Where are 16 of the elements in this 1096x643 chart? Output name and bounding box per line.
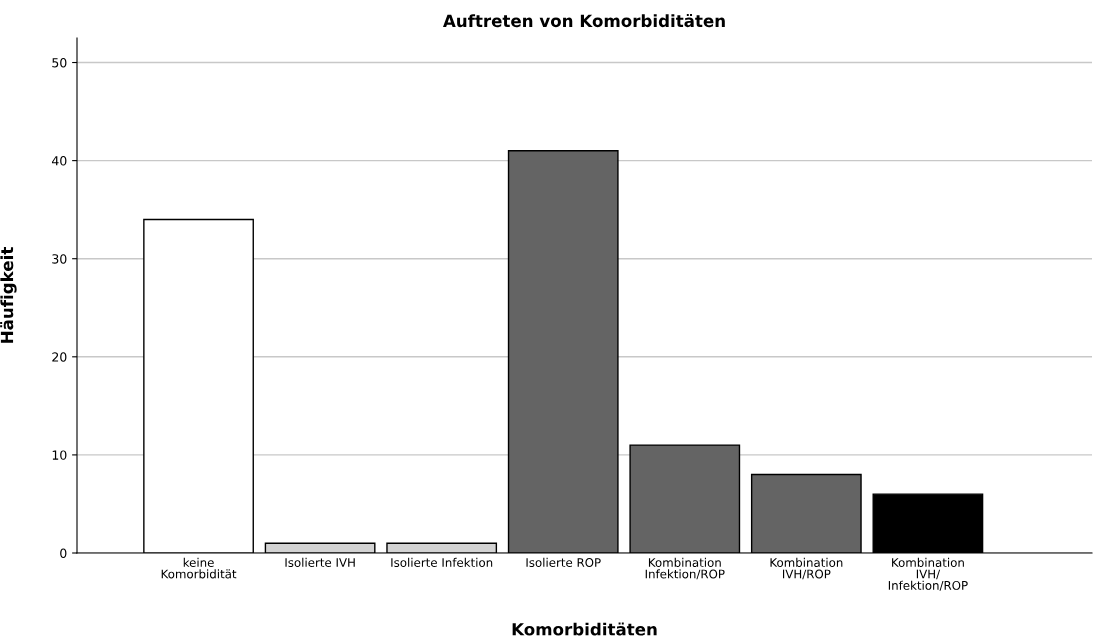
y-axis-title: Häufigkeit [0, 247, 17, 343]
y-tick-label: 50 [52, 58, 67, 68]
x-tick-label: Kombination Infektion/ROP [645, 557, 725, 580]
x-tick-label: Kombination IVH/ROP [770, 557, 843, 580]
x-tick-label: Isolierte ROP [526, 557, 601, 567]
y-tick-label: 30 [52, 254, 67, 264]
chart-title: Auftreten von Komorbiditäten [443, 13, 725, 28]
x-tick-label: keine Komorbidität [161, 557, 237, 579]
y-tick-label: 10 [52, 450, 67, 460]
x-tick-label: Kombination IVH/ Infektion/ROP [888, 557, 968, 591]
x-tick-label: Isolierte Infektion [391, 557, 493, 567]
y-tick-label: 0 [60, 548, 67, 558]
x-axis-title: Komorbiditäten [512, 622, 657, 636]
y-tick-label: 40 [51, 156, 67, 166]
x-tick-label: Isolierte IVH [285, 557, 355, 567]
y-tick-label: 20 [52, 352, 67, 362]
